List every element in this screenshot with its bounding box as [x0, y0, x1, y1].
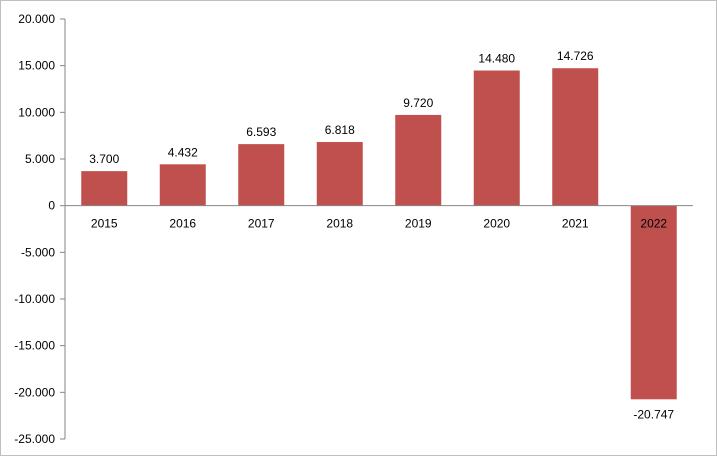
data-label: 3.700: [89, 152, 119, 166]
category-label: 2016: [169, 217, 196, 231]
category-label: 2020: [483, 217, 510, 231]
bar-2022: [630, 205, 677, 400]
data-label: 9.720: [403, 96, 433, 110]
bars: [81, 68, 677, 400]
category-label: 2022: [640, 217, 667, 231]
category-label: 2017: [248, 217, 275, 231]
y-tick-label: -25.000: [14, 432, 55, 446]
bar-2020: [473, 70, 520, 206]
y-tick-label: -5.000: [21, 245, 55, 259]
y-tick-label: 10.000: [18, 105, 55, 119]
bar-2018: [316, 142, 363, 206]
category-label: 2021: [562, 217, 589, 231]
category-label: 2015: [91, 217, 118, 231]
bar-2021: [552, 68, 599, 206]
data-label: 6.593: [246, 125, 276, 139]
category-labels: 2015 2016 2017 2018 2019 2020 2021 2022: [91, 217, 668, 231]
data-label: 6.818: [325, 123, 355, 137]
y-axis: 20.000 15.000 10.000 5.000 0 -5.000 -10.000 -15…: [14, 12, 66, 446]
bar-2015: [81, 171, 128, 206]
bar-2016: [159, 164, 206, 206]
data-label: -20.747: [633, 407, 674, 421]
y-tick-label: -10.000: [14, 292, 55, 306]
bar-2019: [395, 114, 442, 206]
data-label: 14.480: [478, 52, 515, 66]
y-tick-label: -20.000: [14, 385, 55, 399]
category-label: 2019: [405, 217, 432, 231]
y-tick-label: 15.000: [18, 59, 55, 73]
category-label: 2018: [326, 217, 353, 231]
data-labels: 3.700 4.432 6.593 6.818 9.720 14.480 14.726 -20…: [89, 49, 674, 421]
y-tick-label: 0: [48, 199, 55, 213]
y-tick-label: 20.000: [18, 12, 55, 26]
y-tick-label: 5.000: [25, 152, 55, 166]
y-tick-label: -15.000: [14, 339, 55, 353]
data-label: 4.432: [168, 145, 198, 159]
bar-2017: [238, 144, 285, 206]
data-label: 14.726: [557, 49, 594, 63]
